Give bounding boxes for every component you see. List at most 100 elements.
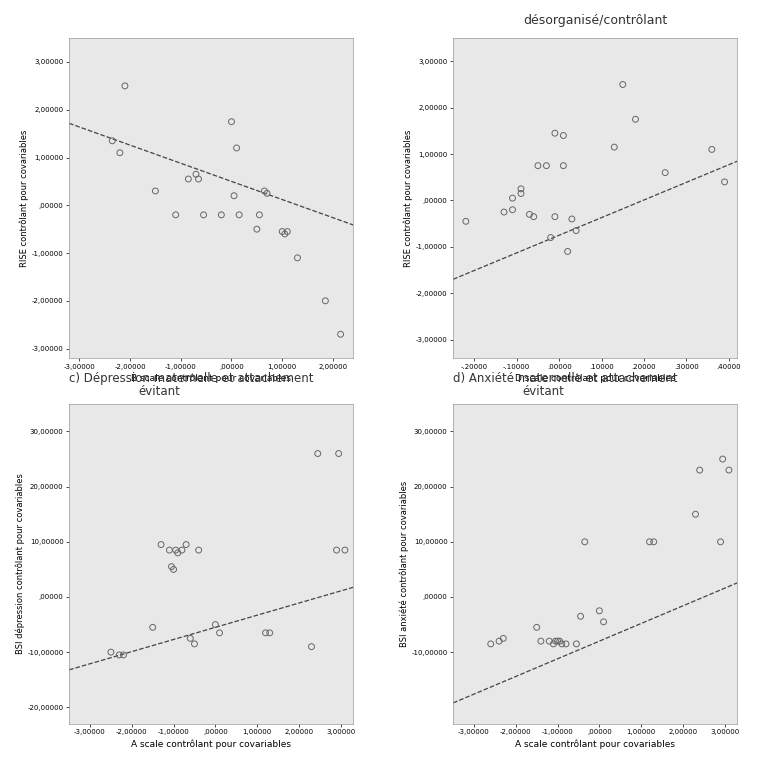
- Point: [723, 464, 735, 476]
- Point: [497, 632, 509, 645]
- Point: [170, 544, 182, 556]
- Text: évitant: évitant: [522, 385, 564, 398]
- Point: [104, 646, 117, 658]
- Point: [694, 464, 706, 476]
- Point: [528, 210, 540, 223]
- Point: [498, 206, 510, 218]
- Y-axis label: RISE contrôlant pour covariables: RISE contrôlant pour covariables: [403, 130, 413, 267]
- Point: [644, 536, 656, 548]
- Point: [167, 563, 180, 575]
- Point: [334, 328, 346, 341]
- Point: [549, 635, 561, 647]
- Point: [515, 187, 527, 200]
- Point: [171, 547, 184, 559]
- Point: [608, 141, 621, 153]
- Point: [554, 635, 566, 647]
- Point: [339, 544, 351, 556]
- Point: [629, 114, 641, 126]
- Point: [714, 536, 727, 548]
- Point: [263, 627, 276, 639]
- Point: [279, 228, 291, 240]
- Point: [155, 539, 167, 551]
- Point: [197, 209, 210, 221]
- Point: [506, 203, 518, 216]
- Y-axis label: RISE contrôlant pour covariables: RISE contrôlant pour covariables: [19, 130, 29, 267]
- Point: [690, 508, 702, 520]
- Point: [566, 213, 578, 225]
- Point: [545, 232, 557, 244]
- Point: [149, 185, 161, 197]
- Point: [190, 168, 202, 181]
- Y-axis label: BSI dépression contrôlant pour covariables: BSI dépression contrôlant pour covariabl…: [15, 473, 25, 655]
- Point: [535, 635, 547, 647]
- Point: [276, 226, 289, 238]
- Point: [258, 185, 270, 197]
- Point: [330, 544, 343, 556]
- Text: désorganisé/contrôlant: désorganisé/contrôlant: [523, 14, 667, 27]
- Point: [291, 251, 303, 264]
- Point: [118, 648, 130, 661]
- Point: [571, 638, 583, 650]
- Point: [164, 544, 176, 556]
- Y-axis label: BSI anxiété contrôlant pour covariables: BSI anxiété contrôlant pour covariables: [399, 481, 409, 647]
- Point: [506, 192, 518, 204]
- Point: [176, 544, 188, 556]
- Point: [578, 536, 591, 548]
- Point: [333, 447, 345, 459]
- Point: [312, 447, 324, 459]
- X-axis label: B scale contrôlant pour covariables: B scale contrôlant pour covariables: [131, 374, 291, 383]
- Point: [182, 173, 194, 185]
- Point: [214, 627, 226, 639]
- Point: [253, 209, 266, 221]
- Point: [659, 167, 671, 179]
- Point: [281, 226, 293, 238]
- Point: [260, 627, 272, 639]
- Point: [548, 638, 560, 650]
- Point: [617, 78, 629, 91]
- Point: [170, 209, 182, 221]
- Point: [165, 561, 177, 573]
- X-axis label: A scale contrôlant pour covariables: A scale contrôlant pour covariables: [131, 740, 291, 749]
- Point: [531, 621, 543, 633]
- Point: [230, 142, 243, 154]
- Point: [531, 159, 544, 171]
- Point: [549, 210, 561, 223]
- Point: [319, 295, 332, 307]
- Point: [228, 190, 240, 202]
- Point: [598, 616, 610, 628]
- Point: [209, 619, 221, 631]
- Point: [250, 223, 263, 235]
- Point: [561, 245, 574, 258]
- Point: [192, 173, 204, 185]
- X-axis label: D scale contrôlant pour covariables: D scale contrôlant pour covariables: [515, 374, 676, 383]
- Point: [180, 539, 192, 551]
- Point: [593, 605, 605, 617]
- Point: [184, 632, 197, 645]
- Point: [188, 638, 200, 650]
- Point: [570, 225, 582, 237]
- Point: [306, 641, 318, 653]
- Point: [193, 544, 205, 556]
- Point: [106, 135, 118, 147]
- Point: [558, 159, 570, 171]
- Point: [523, 208, 535, 220]
- Point: [485, 638, 497, 650]
- Point: [718, 176, 730, 188]
- Point: [147, 621, 159, 633]
- Point: [647, 536, 660, 548]
- Text: d) Anxiété maternelle et attachement: d) Anxiété maternelle et attachement: [453, 372, 677, 385]
- Point: [540, 159, 552, 171]
- Point: [113, 648, 125, 661]
- Point: [551, 635, 564, 647]
- Text: évitant: évitant: [138, 385, 180, 398]
- Point: [555, 638, 568, 650]
- Point: [543, 635, 555, 647]
- Point: [493, 635, 505, 647]
- Point: [515, 183, 527, 195]
- Point: [717, 453, 729, 465]
- Point: [225, 116, 237, 128]
- Point: [574, 610, 587, 623]
- Point: [560, 638, 572, 650]
- Point: [549, 127, 561, 139]
- Point: [233, 209, 245, 221]
